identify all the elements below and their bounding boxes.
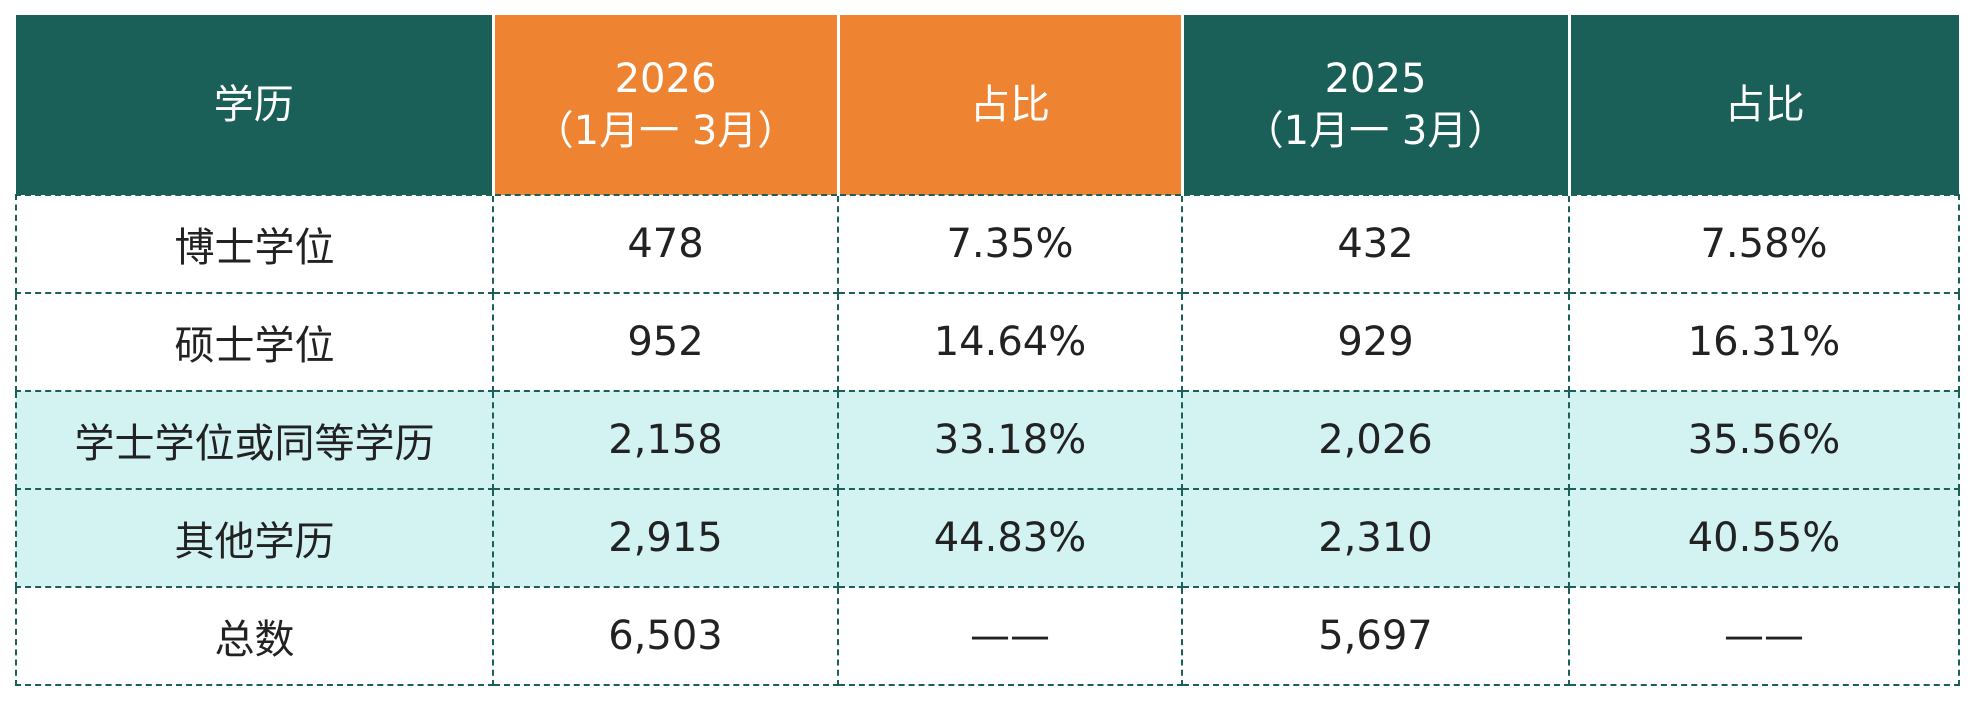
cell-share-2025: 16.31% — [1568, 292, 1960, 392]
header-2026-range: （1月一 3月） — [533, 107, 798, 154]
cell-share-2025: 40.55% — [1568, 488, 1960, 588]
header-degree-label: 学历 — [213, 81, 294, 128]
cell-count-2025: 432 — [1181, 194, 1570, 294]
cell-count-2025: 929 — [1181, 292, 1570, 392]
table-row-total: 总数 6,503 —— 5,697 —— — [15, 586, 1960, 686]
education-table: 学历 2026 （1月一 3月） 占比 2025 （1月一 3月） 占比 — [15, 15, 1960, 686]
cell-count-2026: 2,158 — [492, 390, 839, 490]
cell-count-2025: 2,310 — [1181, 488, 1570, 588]
header-2025: 2025 （1月一 3月） — [1180, 15, 1571, 195]
cell-share-2026: 14.64% — [837, 292, 1183, 392]
cell-degree: 博士学位 — [15, 194, 494, 294]
cell-count-2025: 2,026 — [1181, 390, 1570, 490]
cell-count-2026: 2,915 — [492, 488, 839, 588]
header-2025-share: 占比 — [1567, 15, 1959, 195]
table-row: 学士学位或同等学历 2,158 33.18% 2,026 35.56% — [15, 390, 1960, 490]
header-row: 学历 2026 （1月一 3月） 占比 2025 （1月一 3月） 占比 — [16, 15, 1959, 195]
table-row: 博士学位 478 7.35% 432 7.58% — [15, 194, 1960, 294]
header-2026-share: 占比 — [836, 15, 1184, 195]
cell-share-2026: 44.83% — [837, 488, 1183, 588]
cell-count-2026: 478 — [492, 194, 839, 294]
cell-share-2026: 33.18% — [837, 390, 1183, 490]
cell-share-2026: —— — [837, 586, 1183, 686]
header-2026: 2026 （1月一 3月） — [491, 15, 840, 195]
table-row: 其他学历 2,915 44.83% 2,310 40.55% — [15, 488, 1960, 588]
cell-count-2026: 6,503 — [492, 586, 839, 686]
table-row: 硕士学位 952 14.64% 929 16.31% — [15, 292, 1960, 392]
header-degree: 学历 — [16, 15, 495, 195]
cell-share-2025: 7.58% — [1568, 194, 1960, 294]
cell-degree: 总数 — [15, 586, 494, 686]
header-2025-range: （1月一 3月） — [1243, 107, 1508, 154]
cell-share-2025: —— — [1568, 586, 1960, 686]
header-2025-share-label: 占比 — [1724, 81, 1805, 128]
education-table-container: 学历 2026 （1月一 3月） 占比 2025 （1月一 3月） 占比 — [15, 15, 1960, 686]
cell-degree: 其他学历 — [15, 488, 494, 588]
header-2025-year: 2025 — [1324, 55, 1427, 102]
header-2026-share-label: 占比 — [970, 81, 1050, 128]
cell-share-2026: 7.35% — [837, 194, 1183, 294]
header-2026-year: 2026 — [614, 55, 717, 102]
cell-share-2025: 35.56% — [1568, 390, 1960, 490]
cell-degree: 硕士学位 — [15, 292, 494, 392]
cell-degree: 学士学位或同等学历 — [15, 390, 494, 490]
cell-count-2025: 5,697 — [1181, 586, 1570, 686]
cell-count-2026: 952 — [492, 292, 839, 392]
